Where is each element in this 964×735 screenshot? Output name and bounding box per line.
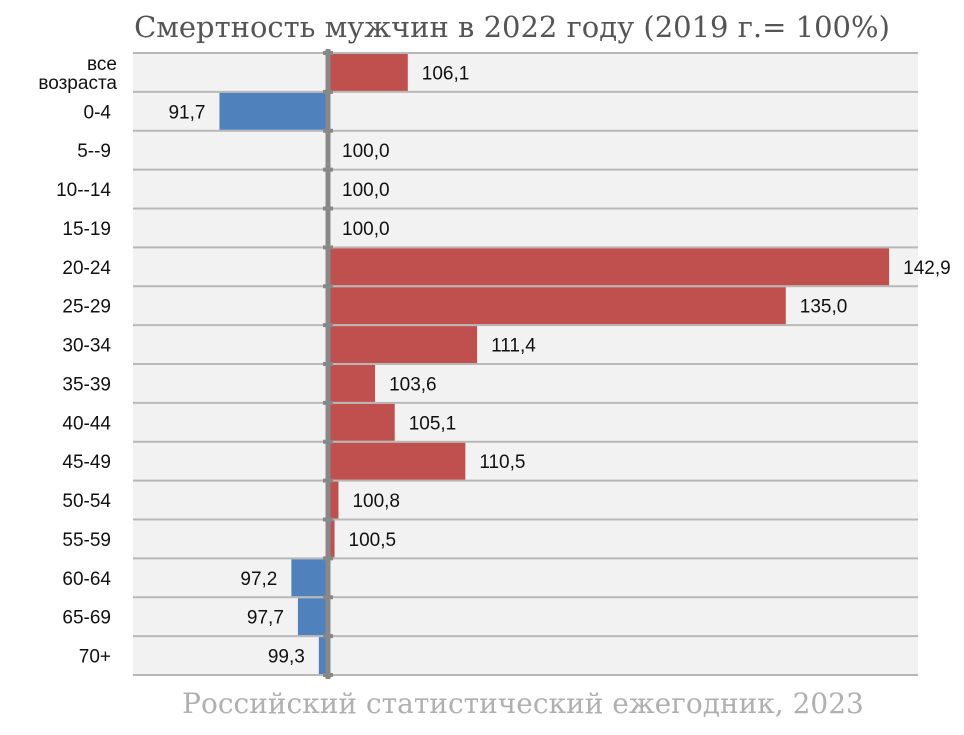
data-label: 106,1 bbox=[422, 63, 470, 84]
category-label: 40-44 bbox=[62, 413, 111, 434]
bar bbox=[297, 598, 328, 636]
category-label: 15-19 bbox=[62, 219, 111, 240]
bar bbox=[291, 559, 328, 597]
category-label: 25-29 bbox=[62, 297, 111, 318]
data-label: 142,9 bbox=[903, 258, 951, 279]
bar bbox=[328, 481, 339, 519]
category-label: 20-24 bbox=[62, 258, 111, 279]
data-label: 100,5 bbox=[349, 530, 397, 551]
data-label: 97,2 bbox=[240, 569, 277, 590]
category-label: все возраста bbox=[38, 54, 117, 94]
category-label: 10--14 bbox=[56, 180, 111, 201]
bar bbox=[328, 248, 890, 286]
bar bbox=[318, 637, 328, 674]
plot-area: 106,1 все возраста 91,7 0-4 100,0 5--9 100,0 10-… bbox=[38, 49, 951, 679]
data-label: 111,4 bbox=[491, 336, 536, 357]
data-label: 91,7 bbox=[168, 102, 205, 123]
bar bbox=[328, 326, 478, 363]
data-label: 100,0 bbox=[342, 141, 390, 162]
category-label: 70+ bbox=[79, 647, 111, 668]
data-label: 105,1 bbox=[409, 413, 457, 434]
bar bbox=[219, 92, 328, 130]
category-label: 60-64 bbox=[62, 569, 111, 590]
category-label: 35-39 bbox=[62, 374, 111, 395]
category-label: 55-59 bbox=[62, 530, 111, 551]
category-label: 30-34 bbox=[62, 336, 111, 357]
category-label: 5--9 bbox=[77, 141, 111, 162]
data-label: 99,3 bbox=[268, 647, 305, 668]
data-label: 100,8 bbox=[352, 491, 400, 512]
category-label: 0-4 bbox=[84, 102, 112, 123]
chart-source: Российский статистический ежегодник, 202… bbox=[182, 687, 864, 720]
data-label: 97,7 bbox=[247, 608, 284, 629]
bar bbox=[328, 54, 408, 91]
data-label: 110,5 bbox=[479, 452, 525, 473]
data-label: 100,0 bbox=[342, 180, 390, 201]
data-label: 100,0 bbox=[342, 219, 390, 240]
chart-title: Смертность мужчин в 2022 году (2019 г.= … bbox=[134, 10, 890, 44]
data-label: 103,6 bbox=[389, 374, 437, 395]
bar bbox=[328, 403, 395, 441]
bar bbox=[328, 520, 335, 558]
category-label: 65-69 bbox=[62, 608, 111, 629]
data-label: 135,0 bbox=[800, 297, 848, 318]
category-label: 50-54 bbox=[62, 491, 111, 512]
bar bbox=[328, 442, 466, 480]
bar bbox=[328, 287, 786, 325]
bar bbox=[328, 365, 376, 402]
category-label: 45-49 bbox=[62, 452, 111, 473]
